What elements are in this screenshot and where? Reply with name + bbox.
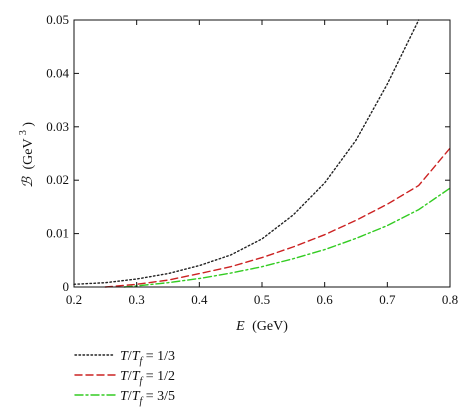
y-tick-label: 0.01 <box>46 226 69 241</box>
legend-entry-1: T/Tf = 1/3 <box>120 349 175 367</box>
legend-sub: f <box>139 356 143 367</box>
y-axis-label: ℬ (GeV 3 ) <box>15 122 36 188</box>
y-tick-label: 0.02 <box>46 172 69 187</box>
legend-rhs: = 1/3 <box>142 349 175 364</box>
series-line-1 <box>73 19 420 285</box>
y-axis-unit-post: ) <box>21 122 36 127</box>
x-tick-label: 0.5 <box>254 292 270 307</box>
y-tick-label: 0.04 <box>46 65 69 80</box>
legend-lhs_a: T <box>120 349 129 364</box>
plot-area <box>73 19 451 288</box>
legend-sub: f <box>139 396 143 407</box>
series-line-3 <box>123 187 451 288</box>
legend-sub: f <box>139 376 143 387</box>
legend-entry-3: T/Tf = 3/5 <box>120 389 175 407</box>
legend-lhs_a: T <box>120 369 129 384</box>
legend-entry-2: T/Tf = 1/2 <box>120 369 175 387</box>
series-line-2 <box>104 147 451 288</box>
axes: 0.2 0.3 0.4 0.5 0.6 0.7 0.8 0 0.01 0.02 0.03 0.04 0.… <box>46 12 458 307</box>
x-tick-label: 0.8 <box>442 292 458 307</box>
legend-lhs_b: T <box>132 369 141 384</box>
y-tick-label: 0.03 <box>46 119 69 134</box>
legend-rhs: = 1/2 <box>142 369 175 384</box>
legend: T/Tf = 1/3 T/Tf = 1/2 T/Tf = 3/5 <box>74 349 175 407</box>
y-axis-unit-sup: 3 <box>18 130 29 135</box>
x-tick-label: 0.7 <box>379 292 396 307</box>
legend-lhs_b: T <box>132 349 141 364</box>
y-tick-label: 0 <box>63 279 70 294</box>
x-axis-label: E (GeV) <box>235 319 288 334</box>
y-axis-unit-pre: (GeV <box>21 139 36 170</box>
plot-frame <box>73 19 451 288</box>
x-axis-variable: E <box>235 319 245 334</box>
y-tick-label: 0.05 <box>46 12 69 27</box>
legend-lhs_b: T <box>132 389 141 404</box>
x-tick-label: 0.6 <box>317 292 334 307</box>
y-axis-variable: ℬ <box>21 176 36 188</box>
legend-rhs: = 3/5 <box>142 389 175 404</box>
x-tick-label: 0.4 <box>191 292 208 307</box>
x-tick-label: 0.3 <box>129 292 145 307</box>
x-axis-unit: (GeV) <box>252 319 288 334</box>
legend-lhs_a: T <box>120 389 129 404</box>
x-tick-label: 0.2 <box>66 292 82 307</box>
